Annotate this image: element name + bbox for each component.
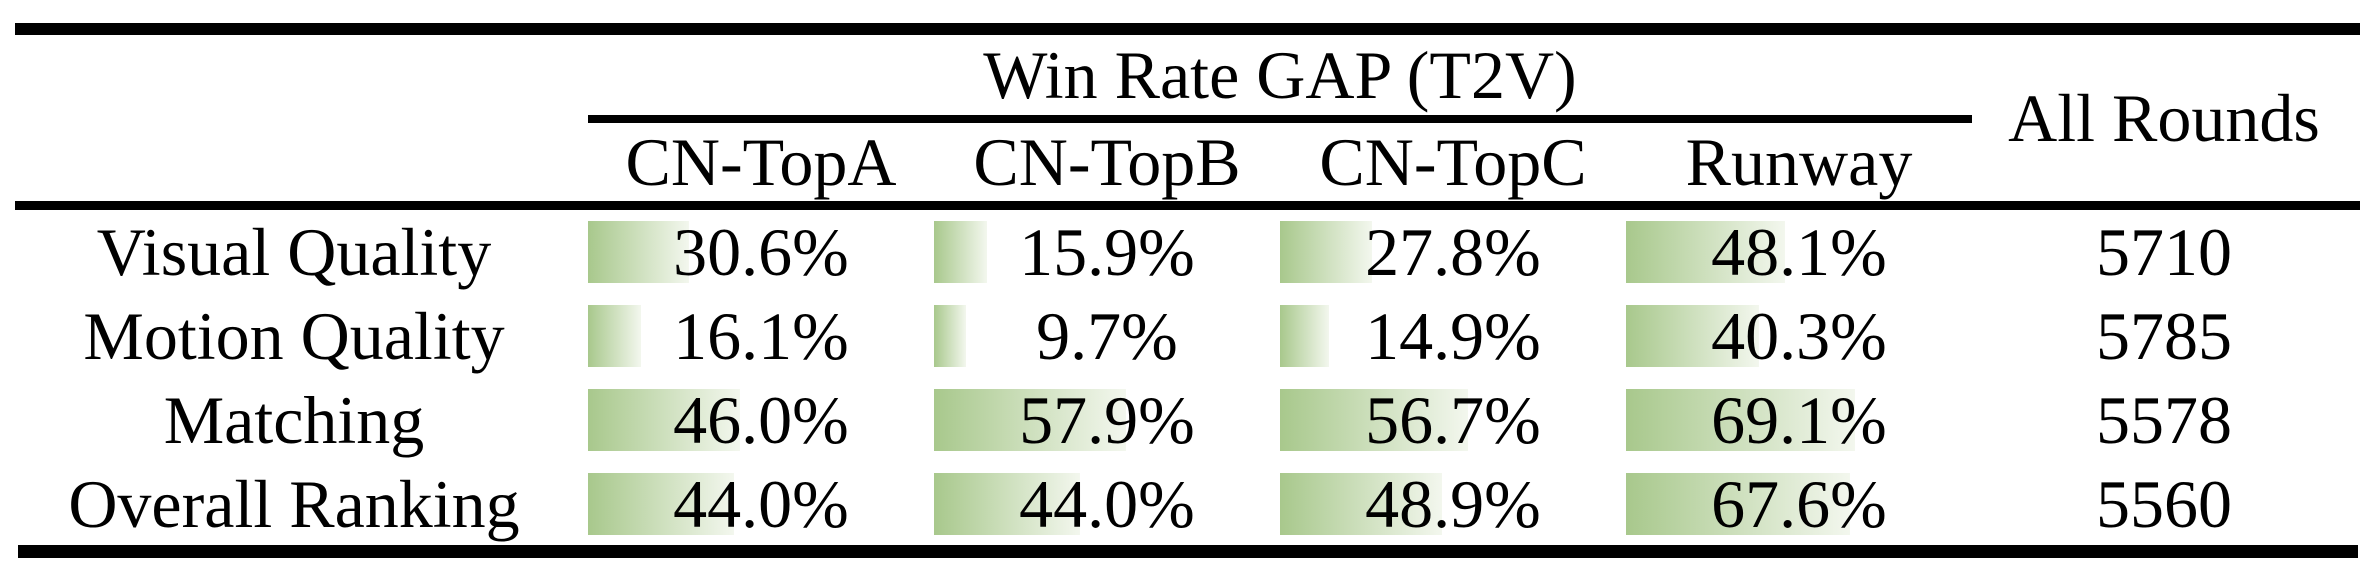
win-rate-value: 30.6% bbox=[673, 214, 849, 290]
win-rate-cell: 57.9% bbox=[934, 378, 1280, 462]
column-header-runway: Runway bbox=[1685, 124, 1913, 200]
header-separator-rule bbox=[15, 201, 2360, 210]
data-bar bbox=[588, 305, 642, 367]
all-rounds-value: 5785 bbox=[2096, 298, 2232, 374]
win-rate-cell: 40.3% bbox=[1626, 294, 1972, 378]
win-rate-value: 48.1% bbox=[1711, 214, 1887, 290]
column-header-all-rounds: All Rounds bbox=[2008, 79, 2320, 156]
row-label: Motion Quality bbox=[83, 298, 505, 374]
data-bar bbox=[934, 305, 967, 367]
table-row: Matching 46.0% 57.9% 56.7% 69.1% 5578 bbox=[0, 378, 2376, 462]
column-header-cn-topa: CN-TopA bbox=[625, 124, 897, 200]
group-underline-rule bbox=[588, 115, 1972, 123]
table-row: Motion Quality 16.1% 9.7% 14.9% 40.3% 5785 bbox=[0, 294, 2376, 378]
win-rate-value: 40.3% bbox=[1711, 298, 1887, 374]
data-bar bbox=[1280, 305, 1330, 367]
top-border-rule bbox=[15, 23, 2360, 35]
win-rate-cell: 67.6% bbox=[1626, 462, 1972, 546]
row-label: Visual Quality bbox=[96, 214, 492, 290]
win-rate-value: 9.7% bbox=[1036, 298, 1178, 374]
header-corner-spacer bbox=[0, 35, 588, 201]
group-title: Win Rate GAP (T2V) bbox=[983, 37, 1577, 113]
row-label: Matching bbox=[163, 382, 425, 458]
win-rate-cell: 46.0% bbox=[588, 378, 934, 462]
win-rate-value: 48.9% bbox=[1365, 466, 1541, 542]
all-rounds-value: 5710 bbox=[2096, 214, 2232, 290]
win-rate-cell: 9.7% bbox=[934, 294, 1280, 378]
win-rate-value: 15.9% bbox=[1019, 214, 1195, 290]
win-rate-cell: 16.1% bbox=[588, 294, 934, 378]
win-rate-cell: 44.0% bbox=[588, 462, 934, 546]
win-rate-value: 16.1% bbox=[673, 298, 849, 374]
table-rows: Visual Quality 30.6% 15.9% 27.8% 48.1% 5710 Mo… bbox=[0, 210, 2376, 546]
win-rate-value: 27.8% bbox=[1365, 214, 1541, 290]
table-header: Win Rate GAP (T2V) CN-TopA CN-TopB CN-To… bbox=[0, 35, 2376, 201]
win-rate-cell: 14.9% bbox=[1280, 294, 1626, 378]
win-rate-value: 57.9% bbox=[1019, 382, 1195, 458]
win-rate-cell: 56.7% bbox=[1280, 378, 1626, 462]
win-rate-value: 67.6% bbox=[1711, 466, 1887, 542]
win-rate-value: 69.1% bbox=[1711, 382, 1887, 458]
row-label: Overall Ranking bbox=[68, 466, 520, 542]
win-rate-value: 44.0% bbox=[1019, 466, 1195, 542]
data-bar bbox=[934, 221, 987, 283]
all-rounds-value: 5578 bbox=[2096, 382, 2232, 458]
win-rate-cell: 27.8% bbox=[1280, 210, 1626, 294]
win-rate-value: 46.0% bbox=[673, 382, 849, 458]
table-row: Visual Quality 30.6% 15.9% 27.8% 48.1% 5710 bbox=[0, 210, 2376, 294]
column-header-cn-topc: CN-TopC bbox=[1319, 124, 1587, 200]
header-group-section: Win Rate GAP (T2V) CN-TopA CN-TopB CN-To… bbox=[588, 35, 1972, 201]
win-rate-value: 44.0% bbox=[673, 466, 849, 542]
table-row: Overall Ranking 44.0% 44.0% 48.9% 67.6% 5560 bbox=[0, 462, 2376, 546]
win-rate-cell: 48.1% bbox=[1626, 210, 1972, 294]
win-rate-value: 14.9% bbox=[1365, 298, 1541, 374]
column-header-cn-topb: CN-TopB bbox=[973, 124, 1241, 200]
win-rate-cell: 69.1% bbox=[1626, 378, 1972, 462]
win-rate-cell: 48.9% bbox=[1280, 462, 1626, 546]
win-rate-value: 56.7% bbox=[1365, 382, 1541, 458]
win-rate-cell: 15.9% bbox=[934, 210, 1280, 294]
bottom-border-rule bbox=[18, 545, 2358, 558]
win-rate-cell: 30.6% bbox=[588, 210, 934, 294]
all-rounds-value: 5560 bbox=[2096, 466, 2232, 542]
column-headers: CN-TopA CN-TopB CN-TopC Runway bbox=[588, 123, 1972, 201]
win-rate-cell: 44.0% bbox=[934, 462, 1280, 546]
data-bar bbox=[1280, 221, 1373, 283]
